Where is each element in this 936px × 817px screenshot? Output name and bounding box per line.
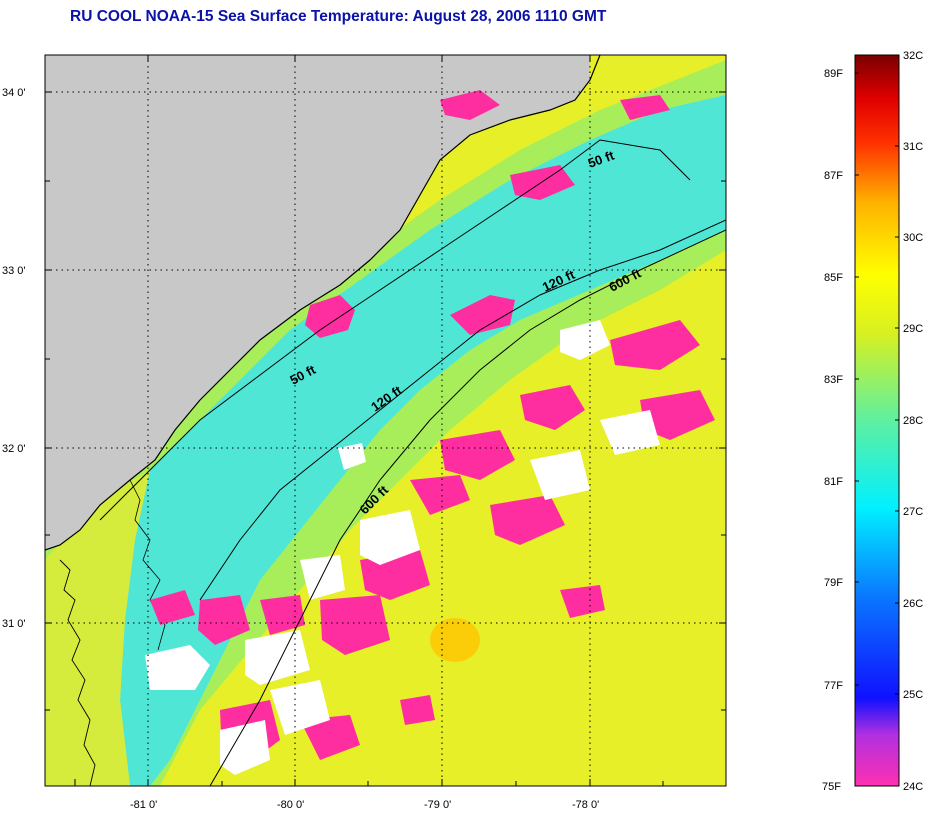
axis-ticks bbox=[45, 55, 726, 786]
lon-label-80: -80 0' bbox=[277, 799, 304, 811]
lat-label-32: 32 0' bbox=[2, 443, 26, 455]
colorbar-label-27c: 27C bbox=[903, 506, 923, 518]
lon-label-78: -78 0' bbox=[572, 799, 599, 811]
marsh-coast-detail bbox=[59, 559, 96, 786]
colorbar-label-32c: 32C bbox=[903, 50, 923, 62]
colorbar-label-24c: 24C bbox=[903, 781, 923, 793]
colorbar-label-75f: 75F bbox=[822, 781, 841, 793]
colorbar-label-30c: 30C bbox=[903, 232, 923, 244]
contour-120ft bbox=[199, 219, 726, 601]
colorbar-ticks bbox=[855, 72, 899, 695]
coastline bbox=[45, 55, 601, 551]
lon-label-79: -79 0' bbox=[424, 799, 451, 811]
lat-label-33: 33 0' bbox=[2, 265, 26, 277]
colorbar-label-85f: 85F bbox=[824, 272, 843, 284]
map-frame bbox=[44, 54, 727, 787]
colorbar-label-89f: 89F bbox=[824, 68, 843, 80]
graticule bbox=[45, 55, 726, 786]
cloud-patches bbox=[145, 320, 660, 775]
map-title: RU COOL NOAA-15 Sea Surface Temperature:… bbox=[70, 8, 607, 25]
land-mass bbox=[45, 55, 590, 550]
colorbar-label-28c: 28C bbox=[903, 415, 923, 427]
colorbar-label-29c: 29C bbox=[903, 323, 923, 335]
warm-eddy bbox=[430, 618, 480, 662]
coastal-warm-strip bbox=[45, 470, 150, 786]
lat-label-31: 31 0' bbox=[2, 618, 26, 630]
colorbar-label-79f: 79F bbox=[824, 577, 843, 589]
colorbar-label-25c: 25C bbox=[903, 689, 923, 701]
colorbar-label-81f: 81F bbox=[824, 476, 843, 488]
map-area: 50 ft 120 ft 600 ft 50 ft 120 ft 600 ft bbox=[45, 55, 726, 786]
lon-label-81: -81 0' bbox=[130, 799, 157, 811]
colorbar-label-26c: 26C bbox=[903, 598, 923, 610]
cold-mask-patches bbox=[150, 90, 715, 770]
colorbar bbox=[854, 54, 900, 787]
colorbar-label-31c: 31C bbox=[903, 141, 923, 153]
contour-50ft bbox=[99, 139, 691, 521]
lat-label-34: 34 0' bbox=[2, 87, 26, 99]
colorbar-label-87f: 87F bbox=[824, 170, 843, 182]
colorbar-label-77f: 77F bbox=[824, 680, 843, 692]
contour-600ft bbox=[209, 229, 726, 786]
colorbar-label-83f: 83F bbox=[824, 374, 843, 386]
shelf-cyan-water bbox=[120, 95, 726, 786]
